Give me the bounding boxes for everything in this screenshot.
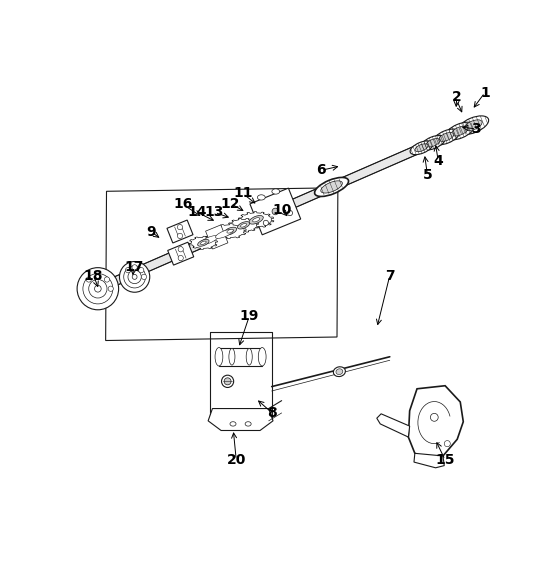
Text: 3: 3 [472, 122, 481, 136]
Ellipse shape [86, 277, 92, 282]
Ellipse shape [83, 274, 113, 304]
Ellipse shape [237, 222, 249, 229]
Ellipse shape [200, 235, 218, 245]
Ellipse shape [230, 422, 236, 426]
Ellipse shape [246, 348, 252, 365]
Text: 4: 4 [434, 153, 443, 168]
Ellipse shape [95, 273, 100, 278]
Ellipse shape [464, 120, 482, 131]
Ellipse shape [227, 229, 233, 233]
Ellipse shape [200, 241, 206, 245]
Ellipse shape [124, 266, 146, 288]
Ellipse shape [132, 274, 137, 279]
Ellipse shape [245, 422, 251, 426]
Polygon shape [168, 242, 194, 265]
Ellipse shape [224, 378, 231, 385]
Ellipse shape [177, 233, 182, 238]
Ellipse shape [108, 286, 113, 291]
Ellipse shape [336, 369, 343, 374]
Ellipse shape [178, 247, 184, 252]
Ellipse shape [315, 177, 349, 197]
Text: 14: 14 [187, 205, 207, 219]
Ellipse shape [177, 225, 182, 230]
Text: 17: 17 [124, 260, 143, 274]
Text: 19: 19 [239, 310, 259, 323]
Ellipse shape [215, 229, 233, 238]
Ellipse shape [272, 208, 278, 215]
Ellipse shape [94, 286, 101, 292]
Text: 8: 8 [267, 406, 277, 420]
Ellipse shape [421, 135, 445, 150]
Polygon shape [238, 211, 274, 228]
Ellipse shape [229, 348, 235, 365]
Ellipse shape [224, 227, 237, 235]
Text: 18: 18 [84, 268, 103, 283]
Polygon shape [414, 453, 444, 468]
Ellipse shape [222, 375, 234, 388]
Text: 6: 6 [316, 163, 326, 177]
Ellipse shape [198, 239, 209, 246]
Ellipse shape [458, 116, 489, 135]
Text: 15: 15 [435, 453, 455, 467]
Ellipse shape [287, 210, 292, 215]
Ellipse shape [141, 274, 147, 279]
Ellipse shape [178, 255, 184, 260]
Ellipse shape [89, 279, 107, 298]
Ellipse shape [249, 215, 263, 224]
Ellipse shape [439, 132, 454, 141]
Text: 9: 9 [146, 225, 156, 239]
Polygon shape [214, 223, 246, 239]
Ellipse shape [104, 277, 109, 282]
Ellipse shape [258, 348, 266, 366]
Ellipse shape [119, 262, 150, 292]
Ellipse shape [321, 181, 343, 193]
Ellipse shape [132, 264, 137, 270]
Text: 2: 2 [452, 90, 461, 104]
Polygon shape [98, 117, 484, 292]
Polygon shape [219, 348, 262, 366]
Ellipse shape [215, 348, 223, 366]
Ellipse shape [257, 195, 265, 200]
Ellipse shape [128, 270, 141, 284]
Ellipse shape [138, 267, 144, 273]
Text: 10: 10 [272, 203, 291, 217]
Ellipse shape [272, 189, 280, 194]
Ellipse shape [77, 268, 119, 310]
Ellipse shape [240, 223, 247, 227]
Ellipse shape [434, 129, 459, 145]
Ellipse shape [430, 413, 438, 421]
Text: 16: 16 [174, 197, 193, 211]
Ellipse shape [415, 144, 428, 152]
Ellipse shape [333, 367, 345, 377]
Ellipse shape [410, 141, 433, 154]
Text: 13: 13 [205, 205, 224, 219]
Ellipse shape [451, 126, 468, 136]
Text: 5: 5 [422, 168, 432, 182]
Polygon shape [208, 409, 273, 430]
Text: 12: 12 [221, 197, 240, 210]
Ellipse shape [426, 139, 440, 147]
Text: 11: 11 [233, 186, 252, 201]
Ellipse shape [445, 122, 474, 140]
Polygon shape [189, 237, 218, 249]
Ellipse shape [263, 220, 268, 226]
Polygon shape [205, 225, 228, 249]
Ellipse shape [444, 441, 450, 447]
Polygon shape [228, 218, 259, 232]
Ellipse shape [253, 218, 259, 222]
Polygon shape [167, 220, 193, 243]
Text: 20: 20 [227, 453, 246, 467]
Text: 1: 1 [480, 86, 490, 100]
Ellipse shape [126, 267, 131, 273]
Text: 7: 7 [385, 268, 395, 283]
Polygon shape [250, 188, 301, 235]
Polygon shape [377, 414, 410, 437]
Polygon shape [408, 386, 463, 461]
